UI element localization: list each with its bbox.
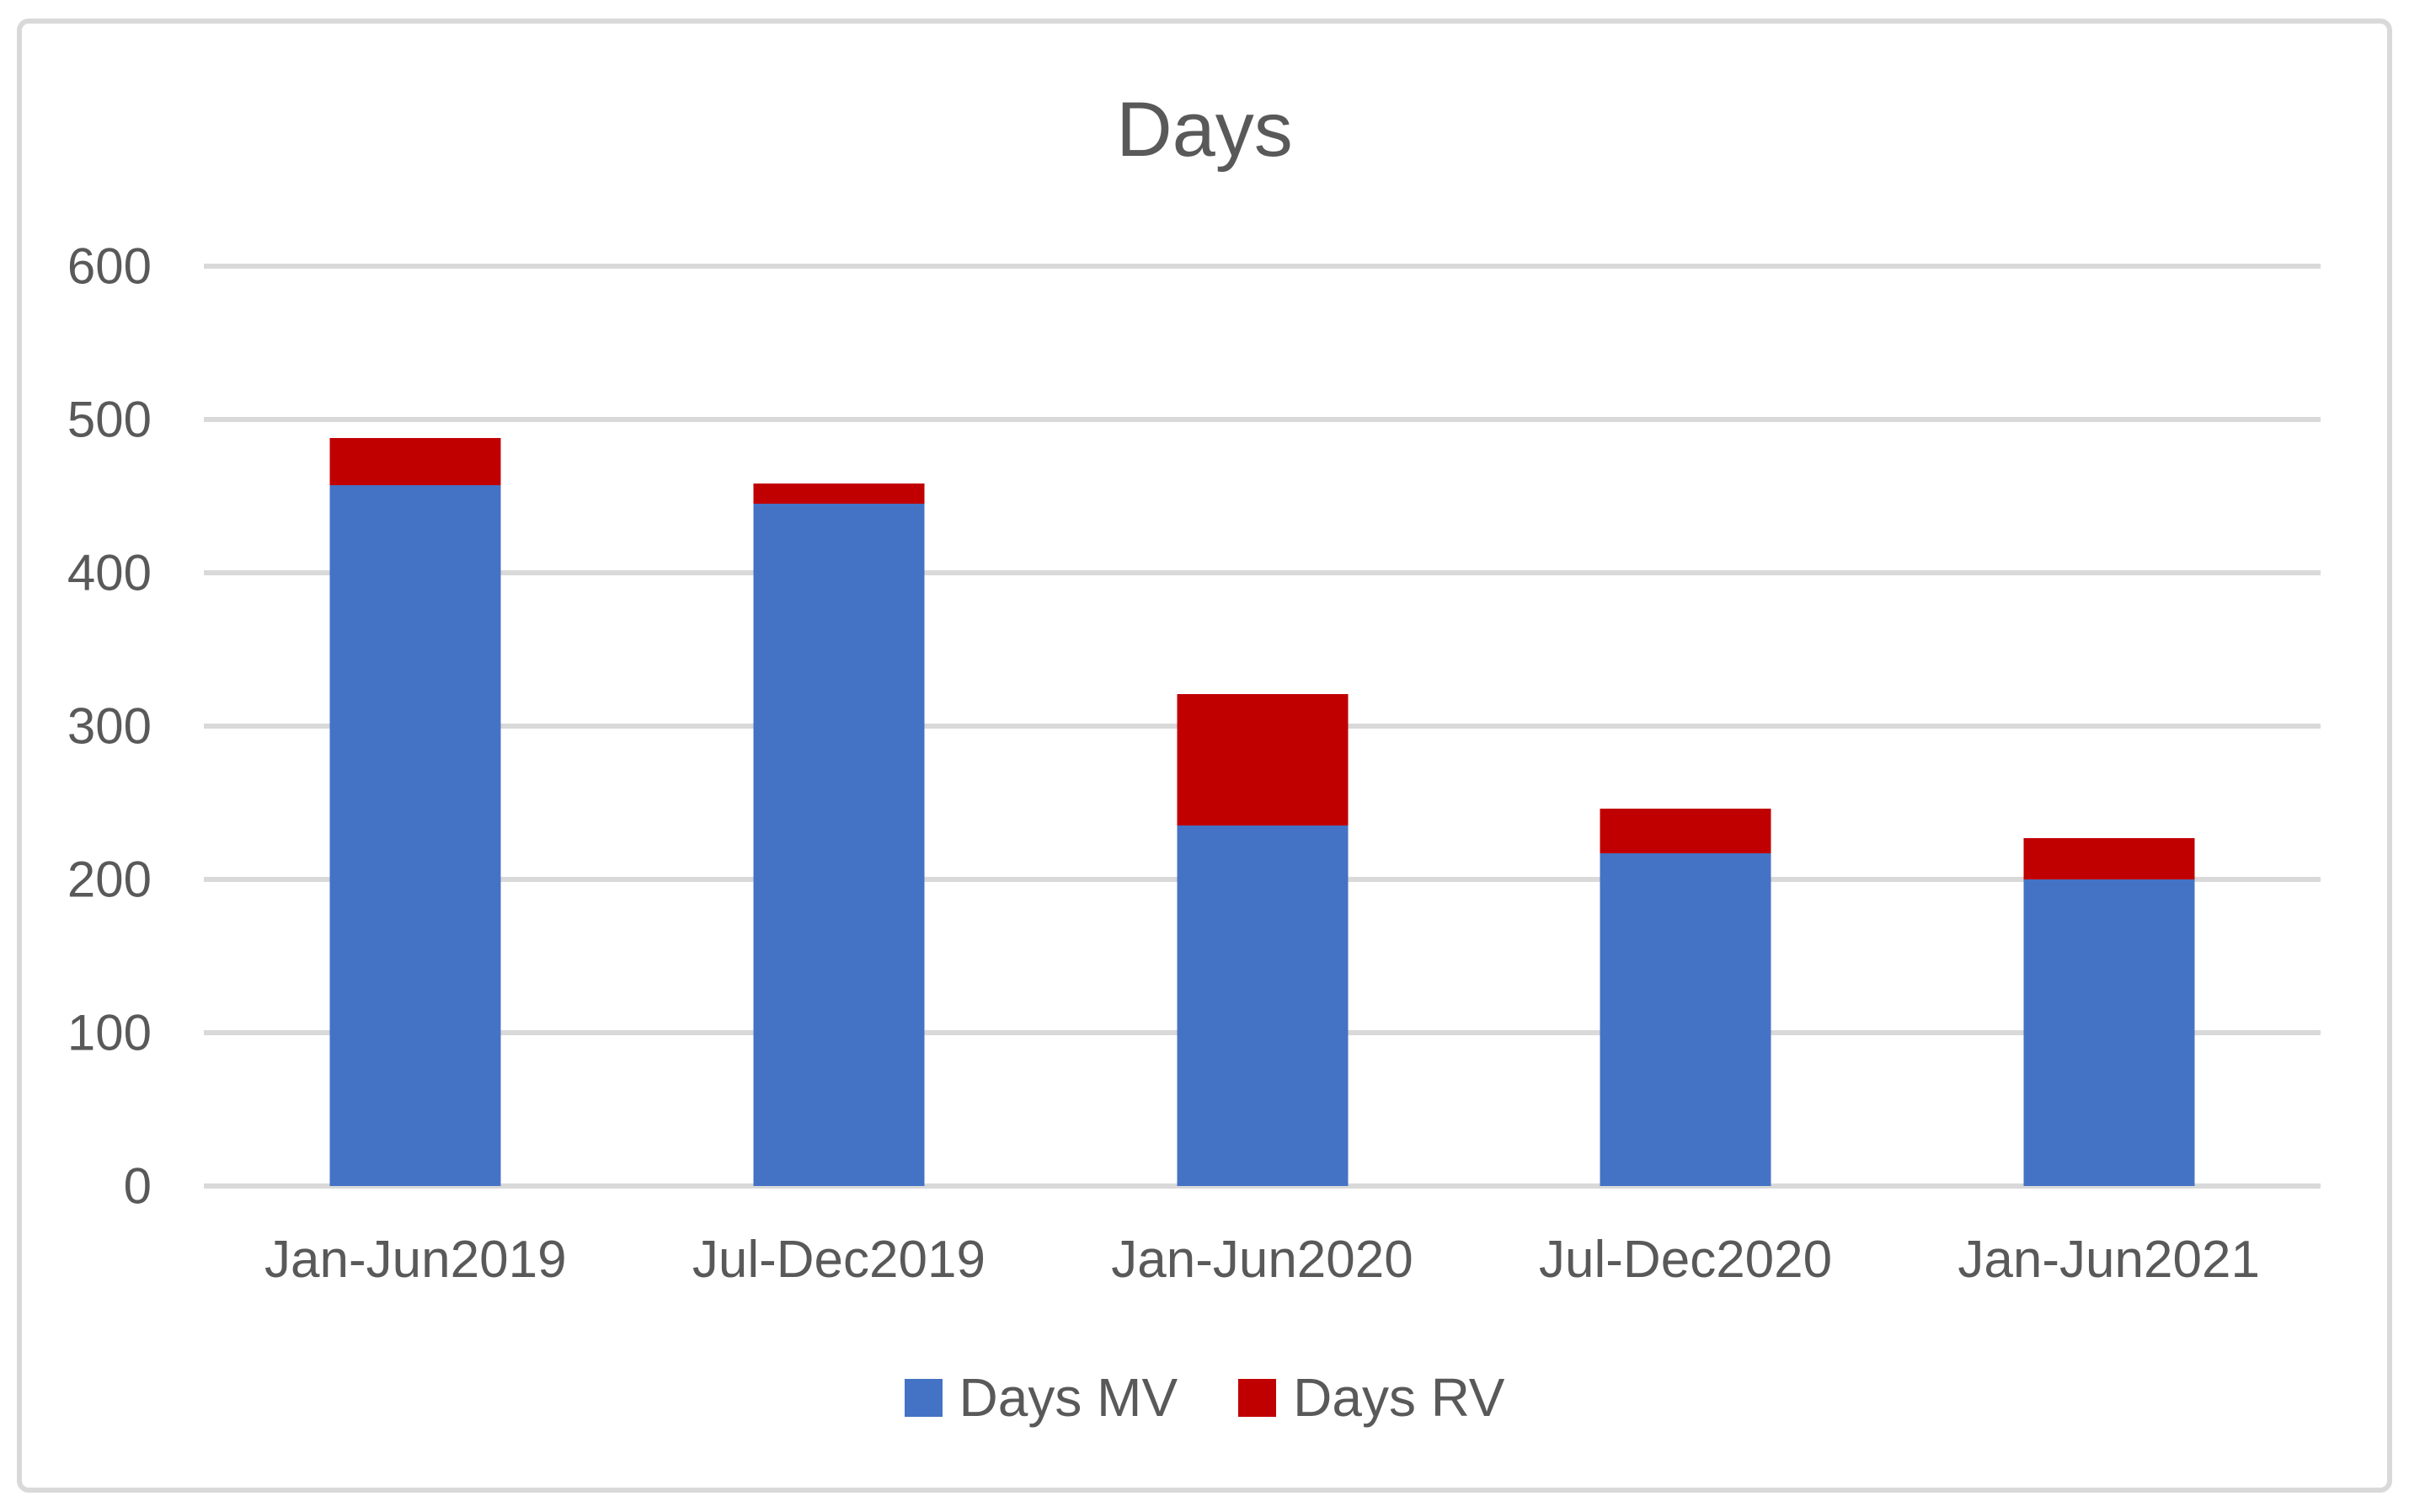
legend: Days MV Days RV xyxy=(0,1366,2409,1429)
bar-segment-days-rv-Jan-Jun2021 xyxy=(2023,837,2195,879)
y-tick-label-500: 500 xyxy=(67,391,152,448)
legend-label: Days MV xyxy=(959,1367,1178,1428)
x-axis-label-Jul-Dec2019: Jul-Dec2019 xyxy=(692,1231,986,1289)
y-tick-label-400: 400 xyxy=(67,544,152,601)
bar-segment-days-mv-Jul-Dec2020 xyxy=(1600,853,1771,1186)
x-axis-label-Jul-Dec2020: Jul-Dec2020 xyxy=(1539,1231,1833,1289)
y-tick-label-300: 300 xyxy=(67,697,152,755)
bar-group-Jan-Jun2021 xyxy=(2023,837,2195,1186)
x-axis-label-Jan-Jun2020: Jan-Jun2020 xyxy=(1111,1231,1413,1289)
gridline-0 xyxy=(204,1183,2321,1189)
bar-group-Jul-Dec2019 xyxy=(753,484,925,1186)
bar-group-Jan-Jun2020 xyxy=(1177,693,1348,1186)
bar-segment-days-rv-Jul-Dec2019 xyxy=(753,484,925,505)
bar-segment-days-mv-Jan-Jun2021 xyxy=(2023,879,2195,1186)
y-tick-label-0: 0 xyxy=(123,1157,152,1215)
bar-segment-days-rv-Jan-Jun2020 xyxy=(1177,693,1348,826)
legend-item-days-mv: Days MV xyxy=(904,1366,1178,1429)
legend-swatch-icon xyxy=(904,1378,943,1417)
bar-segment-days-mv-Jan-Jun2019 xyxy=(329,485,501,1186)
y-tick-label-100: 100 xyxy=(67,1004,152,1061)
gridline-400 xyxy=(204,570,2321,575)
legend-swatch-icon xyxy=(1238,1378,1277,1417)
bar-group-Jan-Jun2019 xyxy=(329,437,501,1186)
bar-segment-days-rv-Jul-Dec2020 xyxy=(1600,809,1771,854)
x-axis-label-Jan-Jun2019: Jan-Jun2019 xyxy=(264,1231,567,1289)
chart-title: Days xyxy=(1116,87,1293,173)
x-axis-labels: Jan-Jun2019 Jul-Dec2019 Jan-Jun2020 Jul-Dec… xyxy=(204,1230,2321,1290)
gridline-600 xyxy=(204,264,2321,269)
bar-segment-days-rv-Jan-Jun2019 xyxy=(329,437,501,486)
y-tick-label-200: 200 xyxy=(67,851,152,908)
legend-item-days-rv: Days RV xyxy=(1238,1366,1504,1429)
x-axis-label-Jan-Jun2021: Jan-Jun2021 xyxy=(1958,1231,2260,1289)
plot-area: 0 100 200 300 400 500 600 xyxy=(67,238,2321,1215)
legend-label: Days RV xyxy=(1293,1367,1505,1428)
y-tick-label-600: 600 xyxy=(67,238,152,295)
bar-group-Jul-Dec2020 xyxy=(1600,809,1771,1186)
gridline-500 xyxy=(204,417,2321,422)
bar-segment-days-mv-Jan-Jun2020 xyxy=(1177,825,1348,1186)
bar-segment-days-mv-Jul-Dec2019 xyxy=(753,504,925,1186)
